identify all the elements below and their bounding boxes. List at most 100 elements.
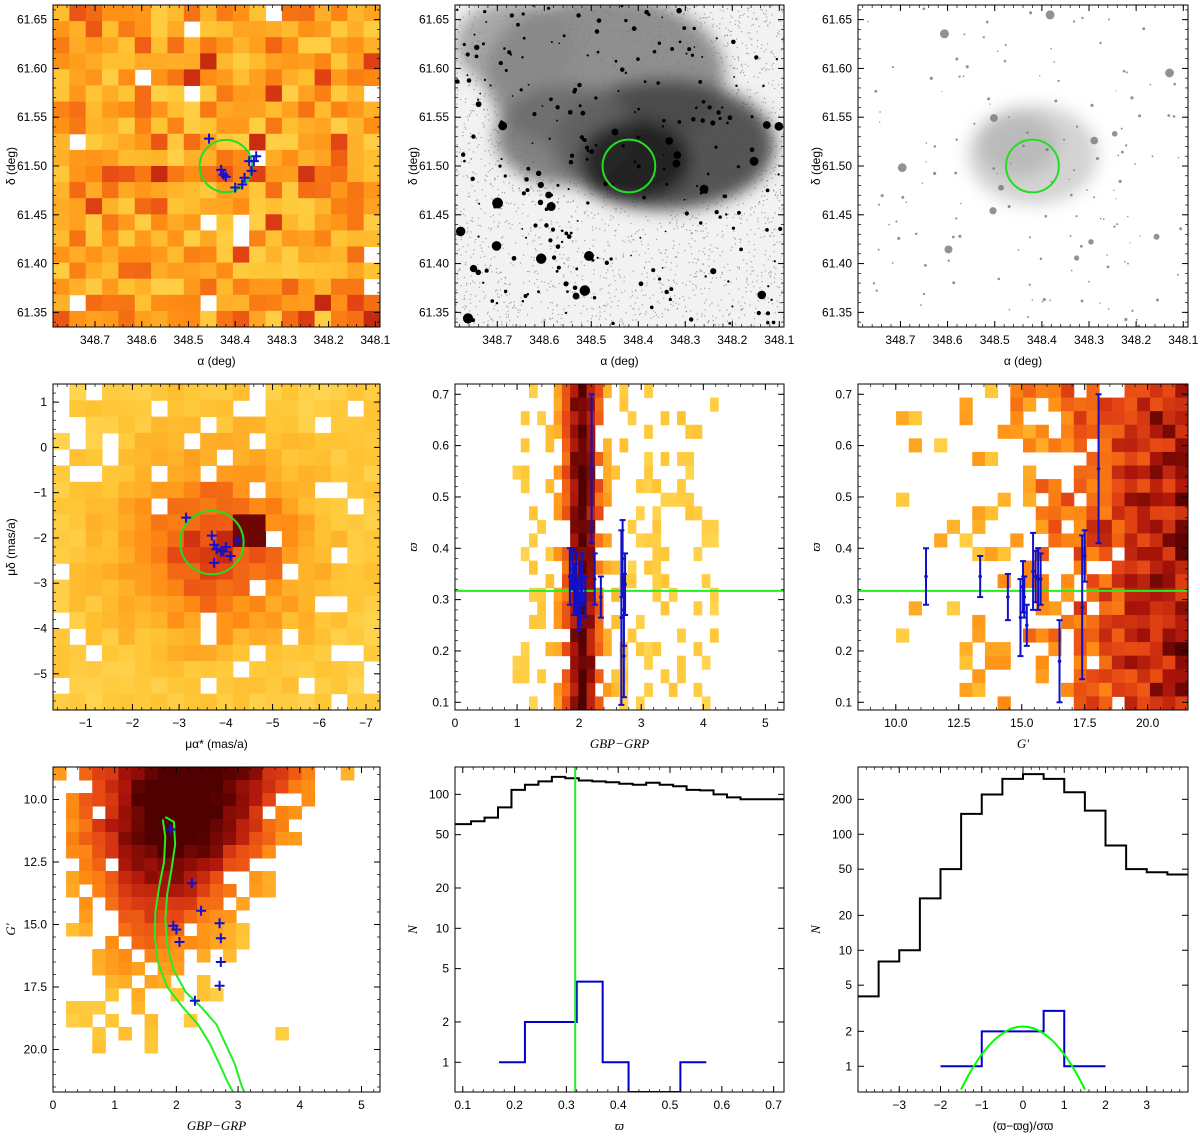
heat-cell xyxy=(118,262,136,280)
heat-cell xyxy=(627,574,637,589)
heat-cell xyxy=(537,519,546,534)
heat-cell xyxy=(959,642,973,657)
heat-cell xyxy=(363,149,380,167)
heat-cell xyxy=(693,547,703,562)
star xyxy=(636,164,641,169)
star xyxy=(710,120,716,126)
heat-cell xyxy=(144,793,159,807)
heat-cell xyxy=(216,530,234,548)
heat-cell xyxy=(183,53,201,70)
x-tick-label: 17.5 xyxy=(1073,716,1097,730)
y-tick-label: 61.65 xyxy=(822,13,852,27)
heat-cell xyxy=(314,579,332,597)
y-tick-label: 61.50 xyxy=(419,159,449,173)
heat-cell xyxy=(134,5,152,22)
heat-cell xyxy=(170,780,185,794)
heat-cell xyxy=(151,563,168,581)
heat-cell xyxy=(314,149,332,167)
heat-cell xyxy=(53,767,67,781)
heat-cell xyxy=(1175,669,1188,684)
star xyxy=(1106,265,1110,269)
heat-cell xyxy=(570,479,579,494)
heat-cell xyxy=(167,53,185,70)
heat-cell xyxy=(529,384,538,399)
heat-cell xyxy=(183,514,201,532)
heat-cell xyxy=(529,614,538,629)
heat-cell xyxy=(709,397,719,412)
heat-cell xyxy=(330,53,348,70)
heat-cell xyxy=(118,37,136,54)
x-tick-label: 3 xyxy=(235,1098,242,1112)
heat-cell xyxy=(183,37,201,54)
heat-cell xyxy=(1149,601,1164,616)
star xyxy=(490,299,495,303)
heat-cell xyxy=(314,563,332,581)
heat-cell xyxy=(69,166,87,183)
heat-cell xyxy=(134,53,152,70)
heat-cell xyxy=(1099,397,1113,412)
heat-cell xyxy=(151,595,168,613)
heat-cell xyxy=(144,1014,159,1028)
heat-cell xyxy=(265,563,283,581)
heat-cell xyxy=(314,5,332,22)
heat-cell xyxy=(200,310,217,327)
heat-cell xyxy=(183,198,201,215)
heat-cell xyxy=(330,514,348,532)
star xyxy=(462,313,474,324)
heat-cell xyxy=(151,384,168,401)
heat-cell xyxy=(1086,587,1100,602)
star xyxy=(469,264,478,273)
heat-cell xyxy=(249,806,263,820)
heat-cell xyxy=(1175,601,1188,616)
star xyxy=(466,78,472,83)
heat-cell xyxy=(553,424,563,439)
x-axis-label: α (deg) xyxy=(1004,354,1042,368)
heat-cell xyxy=(85,278,103,296)
heat-cell xyxy=(281,5,299,22)
cluster-radius-circle xyxy=(1005,138,1060,194)
heat-cell xyxy=(265,117,283,135)
star xyxy=(637,107,640,111)
heat-cell xyxy=(1048,506,1062,521)
heat-cell xyxy=(1048,438,1062,453)
heat-cell xyxy=(262,832,276,846)
star xyxy=(537,199,544,206)
star xyxy=(678,40,682,44)
heat-cell xyxy=(209,988,224,1002)
heat-cell xyxy=(265,230,283,247)
x-tick-label: 20.0 xyxy=(1136,716,1160,730)
heat-cell xyxy=(1162,384,1176,399)
heat-cell xyxy=(53,117,70,135)
star xyxy=(965,65,969,69)
heat-cell xyxy=(512,465,522,480)
heat-cell xyxy=(53,85,70,103)
heat-cell xyxy=(183,612,201,629)
star xyxy=(466,74,469,77)
heat-cell xyxy=(363,21,380,38)
heat-cell xyxy=(102,262,119,280)
heat-cell xyxy=(363,69,380,86)
heat-cell xyxy=(223,832,237,846)
star xyxy=(503,174,507,178)
heat-cell xyxy=(151,514,168,532)
heat-cell xyxy=(200,37,217,54)
heat-cell xyxy=(660,574,670,589)
heat-cell xyxy=(151,133,168,151)
heat-cell xyxy=(170,910,185,924)
heat-cell xyxy=(105,871,119,885)
heat-cell xyxy=(183,910,198,924)
heat-cell xyxy=(134,514,152,532)
heat-cell xyxy=(66,1001,80,1015)
heat-cell xyxy=(216,214,234,231)
heat-cell xyxy=(151,693,168,710)
heat-cell xyxy=(1124,642,1138,657)
heat-cell xyxy=(85,481,103,499)
heat-cell xyxy=(216,514,234,532)
heat-cell xyxy=(265,628,283,646)
heat-cell xyxy=(570,519,579,534)
heat-cell xyxy=(249,498,267,515)
heat-cell xyxy=(1124,451,1138,466)
heat-cell xyxy=(603,451,612,466)
heat-cell xyxy=(1149,614,1164,629)
heat-cell xyxy=(578,696,588,710)
